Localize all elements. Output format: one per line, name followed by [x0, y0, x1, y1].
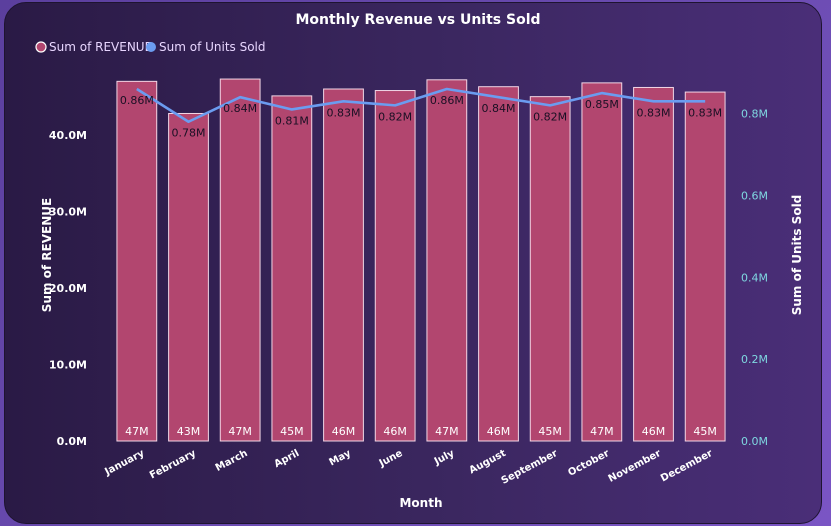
legend-revenue-label: Sum of REVENUE	[49, 40, 152, 54]
revenue-bar[interactable]	[116, 80, 158, 442]
y2-tick-label: 0.2M	[741, 353, 768, 366]
revenue-data-label: 47M	[125, 425, 149, 438]
revenue-data-label: 46M	[642, 425, 666, 438]
x-tick-label: October	[566, 448, 611, 479]
x-axis-ticks: January February March April May June July Augu…	[102, 448, 714, 487]
units-data-label: 0.81M	[275, 114, 309, 127]
units-data-label: 0.83M	[688, 106, 722, 119]
revenue-bar[interactable]	[271, 95, 313, 442]
units-data-label: 0.84M	[482, 102, 516, 115]
y-tick-label: 40.0M	[49, 129, 87, 142]
units-data-label: 0.82M	[378, 110, 412, 123]
x-tick-label: November	[607, 448, 663, 485]
revenue-data-label: 45M	[280, 425, 304, 438]
units-data-label: 0.83M	[327, 106, 361, 119]
x-axis-title: Month	[399, 496, 442, 510]
revenue-bar[interactable]	[323, 88, 364, 442]
y2-tick-label: 0.8M	[741, 108, 768, 121]
x-tick-label: March	[214, 448, 250, 474]
y2-tick-label: 0.4M	[741, 271, 768, 284]
revenue-data-label: 47M	[590, 425, 614, 438]
revenue-bar[interactable]	[374, 90, 416, 442]
y2-tick-label: 0.0M	[741, 435, 768, 448]
revenue-data-label: 45M	[693, 425, 717, 438]
x-tick-label: July	[432, 448, 457, 468]
units-data-label: 0.86M	[120, 94, 154, 107]
x-tick-label: September	[500, 448, 560, 487]
revenue-data-label: 43M	[177, 425, 201, 438]
revenue-bar[interactable]	[478, 86, 519, 442]
revenue-bar[interactable]	[219, 78, 261, 442]
units-line[interactable]	[136, 87, 706, 124]
revenue-data-label: 47M	[228, 425, 252, 438]
chart-card: Monthly Revenue vs Units Sold Sum of REV…	[4, 2, 822, 524]
x-tick-label: May	[328, 448, 354, 469]
units-data-label: 0.84M	[223, 102, 257, 115]
revenue-bar[interactable]	[633, 86, 674, 442]
legend-units-label: Sum of Units Sold	[159, 40, 266, 54]
x-tick-label: January	[102, 448, 146, 479]
legend-units-marker	[146, 42, 156, 52]
revenue-data-label: 46M	[332, 425, 356, 438]
units-data-label: 0.83M	[637, 106, 671, 119]
chart-title: Monthly Revenue vs Units Sold	[295, 12, 540, 28]
x-tick-label: August	[468, 448, 509, 477]
y-tick-label: 20.0M	[49, 282, 87, 295]
revenue-bar[interactable]	[581, 82, 623, 442]
y-tick-label: 10.0M	[49, 358, 87, 371]
y2-axis-ticks: 0.0M 0.2M 0.4M 0.6M 0.8M	[741, 108, 768, 448]
x-tick-label: June	[377, 448, 405, 470]
x-tick-label: April	[273, 448, 302, 470]
y2-tick-label: 0.6M	[741, 189, 768, 202]
bar-series: 47M 43M 47M 45M 46M 46M 47M 46M 45M 47M 46M 45M	[116, 78, 726, 442]
revenue-bar[interactable]	[426, 79, 468, 442]
units-data-label: 0.82M	[533, 110, 567, 123]
units-data-label: 0.86M	[430, 94, 464, 107]
y-tick-label: 0.0M	[57, 435, 87, 448]
revenue-bar[interactable]	[684, 91, 726, 442]
legend-revenue-marker	[35, 41, 47, 53]
line-series: 0.86M 0.78M 0.84M 0.81M 0.83M 0.82M 0.86M 0.84M…	[120, 87, 722, 140]
revenue-data-label: 47M	[435, 425, 459, 438]
revenue-data-label: 45M	[538, 425, 562, 438]
legend[interactable]: Sum of REVENUE Sum of Units Sold	[35, 40, 266, 54]
units-data-label: 0.78M	[172, 127, 206, 140]
x-tick-label: December	[659, 448, 715, 485]
revenue-bar[interactable]	[168, 112, 209, 442]
revenue-data-label: 46M	[383, 425, 407, 438]
y2-axis-title: Sum of Units Sold	[790, 195, 804, 316]
chart-svg: Monthly Revenue vs Units Sold Sum of REV…	[35, 12, 804, 510]
x-tick-label: February	[148, 448, 198, 482]
revenue-data-label: 46M	[487, 425, 511, 438]
revenue-bar[interactable]	[529, 96, 571, 442]
y-axis-title: Sum of REVENUE	[40, 198, 54, 312]
y-tick-label: 30.0M	[49, 205, 87, 218]
y-axis-ticks: 0.0M 10.0M 20.0M 30.0M 40.0M	[49, 129, 87, 448]
units-data-label: 0.85M	[585, 98, 619, 111]
